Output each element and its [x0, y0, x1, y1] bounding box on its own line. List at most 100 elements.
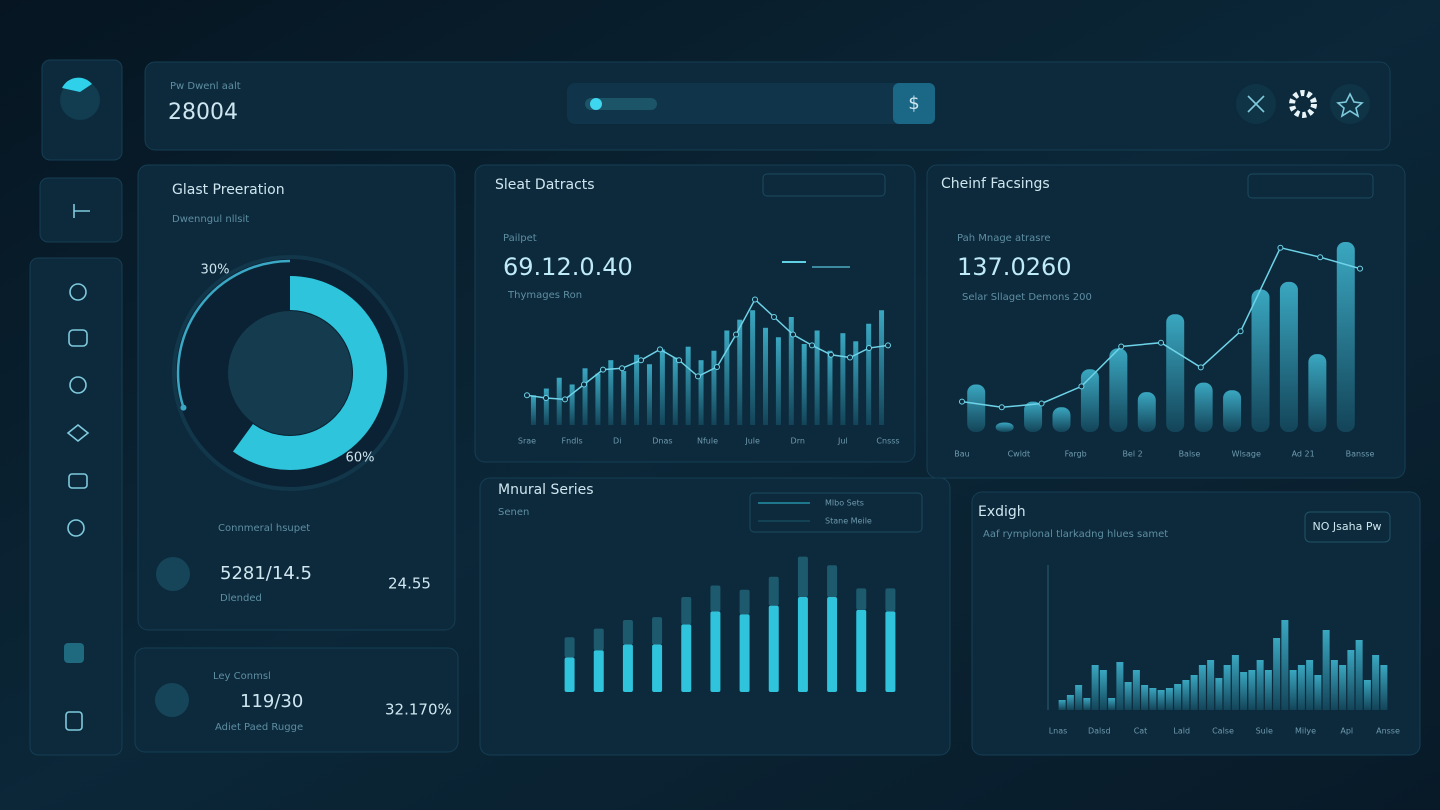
bar: [1166, 314, 1185, 432]
panel-title: Cheinf Facsings: [941, 176, 1050, 192]
stacked-bar: [768, 576, 779, 606]
bar: [646, 364, 652, 425]
bar: [1157, 690, 1165, 710]
gauge-ring: [233, 276, 387, 470]
nav-icon[interactable]: [69, 283, 87, 301]
nav-icon[interactable]: [64, 643, 84, 663]
x-tick-label: Jul: [837, 437, 848, 446]
line-point: [866, 345, 872, 352]
stacked-bar: [564, 657, 575, 692]
bar: [1248, 670, 1256, 710]
x-tick-label: Lnas: [1049, 727, 1068, 736]
bar: [737, 319, 743, 425]
search-bar[interactable]: [567, 83, 935, 124]
footer-value: 5281/14.5: [220, 563, 312, 584]
x-tick-label: Ad 21: [1292, 450, 1315, 459]
bar: [866, 323, 872, 425]
bar: [801, 344, 807, 425]
bar: [763, 327, 769, 425]
header-icon-glyph[interactable]: [1247, 95, 1265, 113]
bar: [1109, 348, 1128, 432]
x-tick-label: Apl: [1340, 727, 1353, 736]
x-tick-label: Cnsss: [876, 437, 899, 446]
x-tick-label: Ansse: [1376, 727, 1400, 736]
stacked-bar: [710, 611, 721, 692]
bar: [995, 422, 1014, 432]
menu-icon[interactable]: [73, 204, 90, 218]
slider[interactable]: [585, 98, 657, 110]
nav-icon[interactable]: [65, 711, 83, 731]
x-tick-label: Calse: [1212, 727, 1234, 736]
panel-value: 69.12.0.40: [503, 253, 633, 281]
panel-button[interactable]: [1304, 511, 1391, 543]
line-point: [619, 365, 625, 372]
bar: [1256, 660, 1264, 710]
x-tick-label: Fargb: [1065, 450, 1087, 459]
footer-note: Dlended: [220, 593, 262, 604]
bar: [711, 350, 717, 425]
stacked-bar: [652, 644, 663, 692]
bar: [879, 310, 885, 425]
bar: [1194, 382, 1213, 432]
nav-icon[interactable]: [66, 423, 90, 443]
x-tick-label: Cat: [1134, 727, 1148, 736]
facings-panel: [926, 164, 1406, 479]
logo-mark: [62, 77, 92, 92]
nav-icon[interactable]: [69, 376, 87, 394]
line-point: [1237, 328, 1244, 335]
stacked-bar: [622, 620, 633, 645]
bar: [1124, 682, 1132, 710]
x-tick-label: Cwldt: [1008, 450, 1031, 459]
bar: [1075, 685, 1083, 710]
line-point: [1357, 265, 1363, 272]
bar: [1108, 698, 1116, 710]
summary-side: 32.170%: [385, 701, 452, 719]
bar: [788, 317, 794, 425]
line-point: [581, 381, 587, 388]
bar: [814, 330, 820, 425]
x-tick-label: Balse: [1179, 450, 1201, 459]
settings-icon[interactable]: [1289, 90, 1317, 118]
header-label: Pw Dwenl aalt: [170, 81, 241, 92]
header-icon-glyph[interactable]: [1336, 92, 1364, 118]
menu-box[interactable]: [39, 177, 123, 243]
bar: [569, 384, 575, 425]
panel-value: 137.0260: [957, 253, 1072, 281]
bar: [1066, 695, 1074, 710]
panel-button-label[interactable]: NO Jsaha Pw: [1313, 520, 1382, 533]
legend-entry: Mlbo Sets: [825, 499, 864, 508]
bar: [634, 354, 640, 425]
stacked-bar: [681, 596, 692, 625]
nav-icon[interactable]: [68, 473, 88, 489]
toolbar[interactable]: [1247, 173, 1374, 199]
panel-title: Exdigh: [978, 504, 1026, 520]
bar: [1174, 684, 1182, 710]
panel-label: Pah Mnage atrasre: [957, 233, 1051, 244]
bar: [1231, 655, 1239, 710]
summary-panel: [134, 647, 459, 753]
toolbar[interactable]: [762, 173, 886, 197]
bar: [1330, 660, 1338, 710]
stacked-bar: [885, 611, 896, 692]
bar: [1165, 688, 1173, 710]
line-point: [733, 331, 739, 338]
search-button-label[interactable]: $: [908, 93, 919, 114]
summary-value: 119/30: [240, 691, 303, 712]
nav-icon[interactable]: [68, 329, 88, 347]
line-point: [524, 392, 530, 399]
panel-title: Mnural Series: [498, 482, 594, 498]
search-button[interactable]: [893, 83, 935, 124]
bar: [1297, 665, 1305, 710]
bar: [1347, 650, 1355, 710]
bar: [1215, 678, 1223, 710]
x-tick-label: Sule: [1256, 727, 1273, 736]
header-icon[interactable]: [1330, 84, 1370, 124]
nav-icon[interactable]: [67, 519, 85, 537]
bar: [595, 373, 601, 425]
slider-knob[interactable]: [590, 98, 602, 110]
x-tick-label: Milye: [1295, 727, 1316, 736]
bar: [1182, 680, 1190, 710]
line-point: [543, 395, 549, 401]
bar: [1289, 670, 1297, 710]
